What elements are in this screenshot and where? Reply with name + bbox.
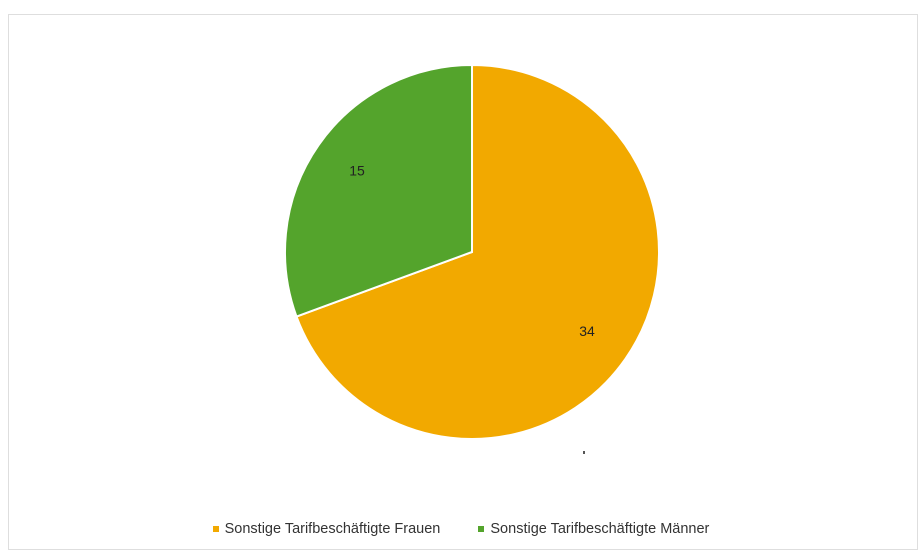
chart-legend: Sonstige Tarifbeschäftigte Frauen Sonsti… — [0, 521, 922, 537]
legend-label-frauen: Sonstige Tarifbeschäftigte Frauen — [224, 521, 441, 537]
pie-data-labels: 34 15 — [349, 163, 595, 339]
legend-item-frauen: Sonstige Tarifbeschäftigte Frauen — [212, 521, 441, 537]
pie-slices — [284, 63, 661, 440]
pie-data-label-0: 34 — [579, 323, 595, 339]
legend-label-maenner: Sonstige Tarifbeschäftigte Männer — [490, 521, 710, 537]
legend-item-maenner: Sonstige Tarifbeschäftigte Männer — [478, 521, 709, 537]
pie-slice-0 — [295, 63, 661, 440]
pie-data-label-1: 15 — [349, 163, 365, 179]
pie-slice-1 — [284, 63, 473, 318]
legend-swatch-maenner — [478, 526, 485, 532]
scan-artifact-mark — [583, 451, 585, 454]
legend-swatch-frauen — [212, 526, 219, 532]
